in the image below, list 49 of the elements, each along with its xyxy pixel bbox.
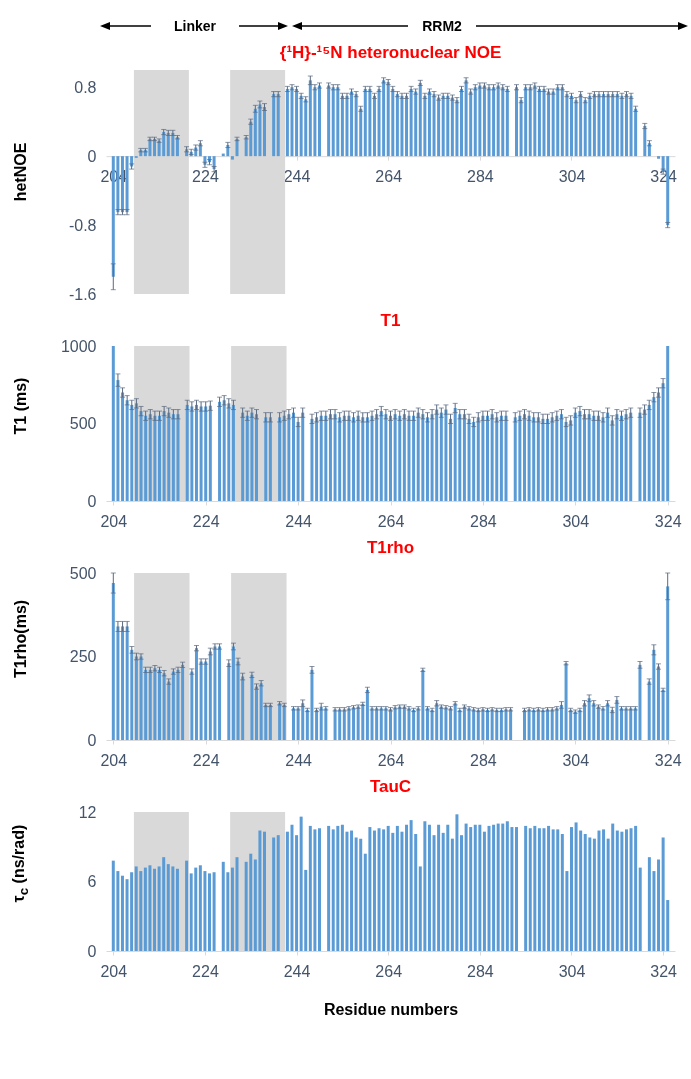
x-tick-label: 304 <box>562 751 590 769</box>
x-tick-label: 244 <box>285 512 313 530</box>
x-tick-label: 204 <box>100 962 128 980</box>
y-tick-label: -1.6 <box>68 285 97 303</box>
chart-title: {¹H}-¹⁵N heteronuclear NOE <box>279 43 502 62</box>
x-tick-label: 224 <box>192 751 220 769</box>
x-tick-label: 224 <box>192 962 219 980</box>
x-tick-label: 284 <box>467 962 494 980</box>
x-tick-label: 324 <box>654 751 682 769</box>
x-tick-label: 224 <box>192 167 219 185</box>
x-tick-label: 204 <box>100 751 128 769</box>
x-tick-label: 284 <box>467 167 494 185</box>
y-tick-label: 250 <box>69 648 97 665</box>
y-tick-label: -0.8 <box>68 216 97 234</box>
y-tick-label: 0.8 <box>74 78 97 96</box>
x-tick-label: 264 <box>375 962 403 980</box>
x-tick-label: 204 <box>100 512 128 530</box>
x-tick-label: 324 <box>650 962 678 980</box>
y-axis-title: hetNOE <box>12 142 30 202</box>
y-tick-label: 12 <box>78 803 97 821</box>
x-tick-label: 264 <box>377 751 405 769</box>
x-axis-title: Residue numbers <box>323 1000 459 1018</box>
x-tick-label: 224 <box>192 512 220 530</box>
x-tick-label: 324 <box>654 512 682 530</box>
chart-title: TauC <box>369 777 412 796</box>
x-tick-label: 264 <box>375 167 403 185</box>
y-tick-label: 0 <box>87 147 97 165</box>
text: RRM2 <box>422 18 463 34</box>
y-tick-label: 0 <box>87 731 97 749</box>
y-tick-label: 1000 <box>60 337 97 355</box>
x-tick-label: 304 <box>558 962 586 980</box>
x-tick-label: 284 <box>470 512 497 530</box>
y-axis-title: T1 (ms) <box>12 377 30 434</box>
y-axis-title: T1rho(ms) <box>12 599 30 678</box>
text: Linker <box>173 18 217 34</box>
x-tick-label: 304 <box>558 167 586 185</box>
chart-title: T1rho <box>366 538 415 557</box>
y-tick-label: 6 <box>87 873 97 890</box>
y-tick-label: 500 <box>69 415 97 432</box>
y-tick-label: 0 <box>87 942 97 960</box>
x-tick-label: 264 <box>377 512 405 530</box>
y-tick-label: 500 <box>69 564 97 582</box>
x-tick-label: 284 <box>470 751 497 769</box>
x-tick-label: 244 <box>285 751 313 769</box>
x-tick-label: 244 <box>283 167 311 185</box>
chart-title: T1 <box>380 311 401 330</box>
x-tick-label: 304 <box>562 512 590 530</box>
x-tick-label: 244 <box>283 962 311 980</box>
y-tick-label: 0 <box>87 492 97 510</box>
